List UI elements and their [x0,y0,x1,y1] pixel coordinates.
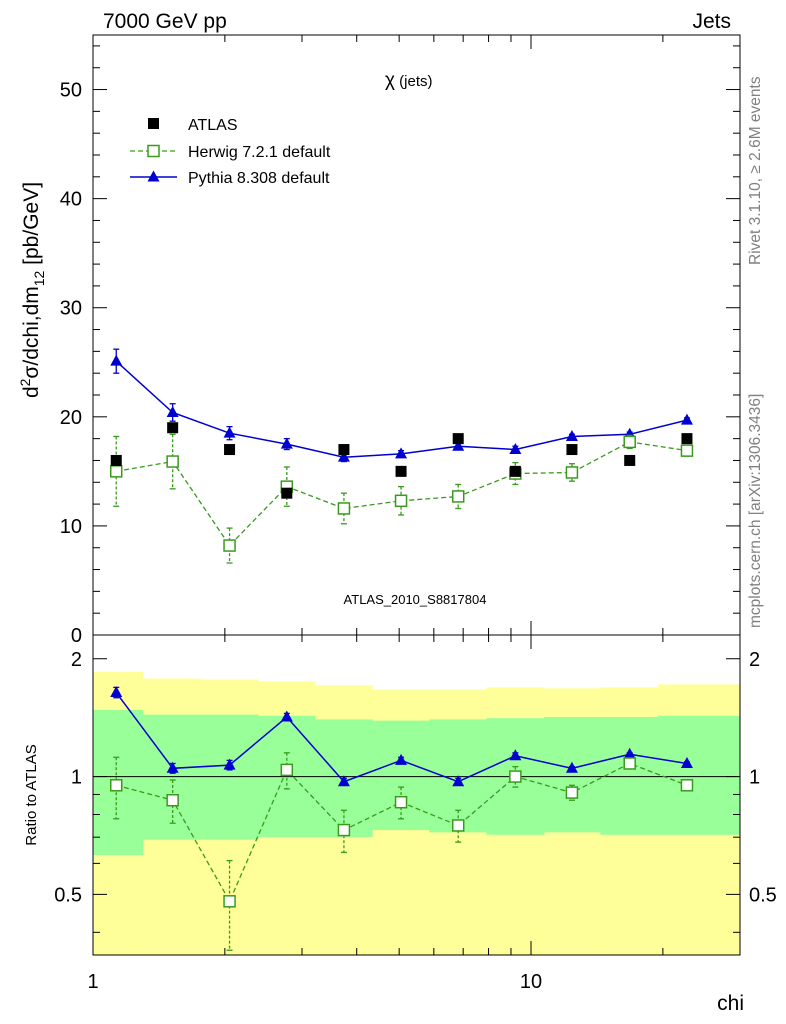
herwig-marker [623,435,636,449]
pythia-marker [110,685,123,697]
legend-marker [147,170,160,182]
herwig-marker [337,823,351,837]
herwig-marker [623,757,636,770]
pythia-marker [680,756,693,768]
herwig-marker [680,444,694,457]
legend: ATLAS Herwig 7.2.1 default Pythia 8.308 de… [130,117,331,187]
green-band-bin [658,715,740,835]
herwig-marker [509,770,522,783]
main-panel: 0 10 20 30 40 50 d2σ/dchi,dm12 [pb/GeV] χ (jets… [17,34,741,647]
pythia-marker [337,450,350,462]
main-data [109,348,694,564]
y-tick-label-right: 1 [749,767,760,789]
herwig-marker [109,779,123,792]
atlas-point [681,433,693,445]
herwig-marker [280,763,294,777]
legend-label: Pythia 8.308 default [188,170,330,187]
herwig-marker [223,895,236,908]
y-tick-label: 30 [60,298,82,320]
legend-item: Herwig 7.2.1 default [130,144,331,161]
pythia-marker [166,761,179,773]
x-tick-label: 1 [87,971,98,993]
legend-marker [147,144,160,158]
pythia-marker [337,775,350,787]
energy-label: 7000 GeV pp [103,10,227,33]
ratio-panel: 0.5 0.5 1 1 2 2 1 10 Ratio to ATLAS chi [23,634,777,1015]
herwig-marker [166,793,179,807]
pythia-marker [280,710,293,722]
pythia-marker [623,747,636,759]
herwig-marker [394,795,408,809]
process-label: Jets [692,10,731,33]
herwig-marker [451,490,465,503]
herwig-marker [166,455,179,468]
mcplots-label: mcplots.cern.ch [arXiv:1306.3436] [747,394,764,628]
ratio-y-axis-label: Ratio to ATLAS [23,744,40,845]
legend-item: ATLAS [148,117,238,134]
green-band-bin [543,716,601,833]
green-band-bin [142,714,202,840]
atlas-point [224,444,236,456]
herwig-marker [565,786,579,799]
uncertainty-bands [93,672,740,955]
pythia-marker [509,749,522,761]
y-tick-label-right: 2 [749,649,760,671]
y-tick-label: 0.5 [54,884,82,906]
atlas-point [281,487,293,499]
pythia-marker [565,761,578,773]
pythia-marker [565,429,578,441]
atlas-point [338,444,350,456]
herwig-marker [565,466,579,479]
pythia-marker [110,354,123,366]
atlas-point [110,454,122,466]
pythia-marker [452,439,465,451]
x-tick-label: 10 [520,971,542,993]
herwig-line [116,441,688,547]
y-tick-label: 10 [60,516,82,538]
pythia-marker [166,405,179,417]
herwig-marker [337,502,351,515]
pythia-line [115,360,688,458]
legend-label: ATLAS [188,117,238,134]
herwig-marker [394,494,408,508]
y-tick-label: 1 [71,767,82,789]
green-band-bin [200,714,259,840]
pythia-marker [395,447,408,459]
ratio-frame [92,634,741,956]
y-tick-label: 0 [71,625,82,647]
y-tick-label: 50 [60,80,82,102]
herwig-marker [451,819,465,832]
pythia-marker [509,443,522,455]
herwig-marker [680,779,694,792]
rivet-version-label: Rivet 3.1.10, ≥ 2.6M events [747,76,764,265]
chart-title: χ (jets) [385,70,432,91]
ratio-data [109,685,694,951]
green-band-bin [600,716,659,835]
analysis-label: ATLAS_2010_S8817804 [344,592,487,607]
legend-marker [148,118,159,129]
atlas-point [395,465,407,477]
y-tick-label: 2 [71,649,82,671]
pythia-marker [395,753,408,765]
pythia-marker [452,775,465,787]
atlas-point [452,433,464,445]
atlas-point [566,444,578,456]
herwig-marker [223,539,236,552]
x-axis-label: chi [717,992,744,1015]
pythia-marker [223,758,236,770]
herwig-marker [109,465,123,478]
pythia-marker [223,426,236,438]
legend-label: Herwig 7.2.1 default [188,144,331,161]
y-tick-label-right: 0.5 [749,884,777,906]
atlas-point [624,454,636,466]
legend-item: Pythia 8.308 default [130,170,330,187]
y-tick-label: 40 [60,189,82,211]
pythia-marker [280,437,293,449]
pythia-marker [680,413,693,425]
y-axis-label: d2σ/dchi,dm12 [pb/GeV] [17,182,47,398]
atlas-point [167,422,179,434]
atlas-point [509,465,521,477]
y-tick-label: 20 [60,407,82,429]
